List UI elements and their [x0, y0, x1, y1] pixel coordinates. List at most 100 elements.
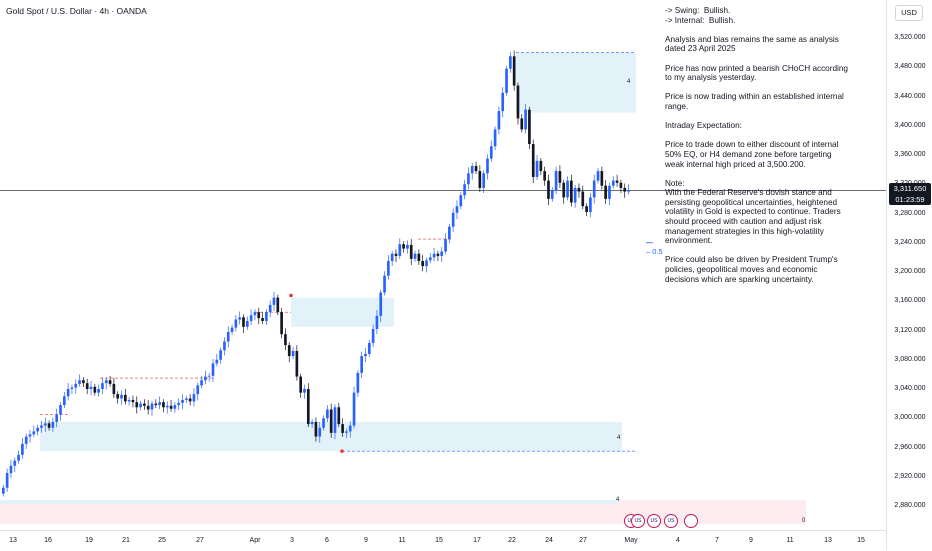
candle-body: [135, 402, 139, 408]
price-tick-label: 3,520.000: [894, 34, 926, 41]
candle-body: [550, 190, 554, 199]
candle-body: [516, 85, 520, 119]
candle-body: [284, 334, 287, 346]
candle-body: [459, 195, 463, 207]
candle-body: [329, 409, 333, 433]
candle-body: [592, 180, 596, 198]
time-tick-label: 27: [579, 537, 587, 544]
eq-value: 0.5: [652, 247, 663, 256]
us-flag-icon[interactable]: US: [664, 514, 678, 528]
candle-body: [287, 345, 291, 357]
candle-body: [2, 487, 5, 494]
candle-body: [581, 191, 585, 207]
us-flag-icon[interactable]: US: [631, 514, 645, 528]
candle-body: [5, 473, 9, 488]
candle-body: [276, 297, 280, 313]
price-tick-label: 3,360.000: [894, 151, 926, 158]
price-tick-label: 3,000.000: [894, 414, 926, 422]
price-tick-label: 3,120.000: [894, 326, 926, 334]
candle-body: [184, 398, 188, 400]
currency-button[interactable]: USD: [895, 5, 923, 21]
analysis-paragraph: Price to trade down to either discount o…: [665, 140, 841, 169]
analysis-paragraph: Note: With the Federal Reserve's dovish …: [665, 178, 841, 246]
price-chart[interactable]: [0, 0, 886, 530]
candle-body: [428, 257, 432, 261]
candle-body: [421, 261, 425, 267]
candle-body: [467, 173, 470, 185]
analysis-paragraph: Price has now printed a bearish CHoCH ac…: [665, 63, 851, 83]
price-tick-label: 3,240.000: [894, 238, 926, 246]
candle-body: [43, 423, 47, 426]
candle-body: [585, 206, 588, 213]
candle-body: [17, 454, 20, 461]
candle-body: [337, 407, 341, 425]
time-tick-label: 6: [325, 537, 329, 544]
zone-box: [291, 297, 394, 327]
candle-body: [528, 109, 531, 145]
candle-body: [101, 383, 104, 389]
candle-body: [539, 160, 543, 172]
candle-body: [383, 275, 386, 293]
us-flag-icon[interactable]: [684, 514, 698, 528]
candle-body: [375, 315, 379, 330]
candle-body: [150, 403, 154, 410]
candle-body: [104, 380, 108, 384]
candle-body: [608, 185, 611, 199]
last-price-value: 3,311.650: [893, 184, 927, 193]
time-axis[interactable]: 13 16 19 21 25 27 Apr 3 6 9 11 15 17 22 24 27 May 4 7 9 11 13…: [0, 530, 886, 551]
candle-body: [265, 312, 268, 321]
candle-body: [432, 253, 436, 258]
price-tick-label: 3,400.000: [894, 121, 926, 129]
candle-body: [36, 427, 39, 432]
time-tick-label: 22: [508, 537, 516, 544]
candle-body: [543, 171, 546, 181]
candle-body: [215, 359, 219, 364]
candle-body: [478, 171, 482, 188]
us-flag-icon[interactable]: US: [647, 514, 661, 528]
candle-body: [352, 392, 356, 426]
candle-body: [371, 329, 375, 343]
candle-body: [387, 261, 390, 276]
analysis-paragraph: -> Swing: Bullish. -> Internal: Bullish.: [665, 6, 736, 25]
time-tick-label: 9: [749, 537, 753, 544]
candle-body: [268, 304, 272, 313]
candle-body: [326, 409, 329, 419]
candle-body: [535, 160, 539, 177]
candle-body: [379, 292, 383, 316]
candle-body: [93, 386, 97, 393]
candle-body: [120, 394, 123, 399]
candle-body: [486, 158, 489, 174]
candle-body: [360, 356, 364, 373]
candle-body: [13, 460, 17, 466]
candle-body: [345, 431, 348, 433]
candle-body: [9, 465, 13, 474]
candle-body: [55, 414, 59, 422]
candle-body: [74, 383, 78, 388]
chart-title: Gold Spot / U.S. Dollar · 4h · OANDA: [6, 6, 147, 16]
candle-body: [322, 418, 325, 428]
time-tick-label: 13: [9, 537, 17, 544]
candle-body: [455, 206, 459, 213]
candle-body: [509, 56, 512, 69]
zone-label: 4: [616, 497, 620, 503]
time-tick-label: 4: [676, 537, 680, 544]
candle-body: [188, 398, 192, 402]
candle-body: [196, 385, 200, 395]
candle-body: [501, 92, 505, 112]
candle-body: [474, 165, 478, 172]
countdown-timer: 01:23:59: [895, 195, 925, 204]
time-tick-label: 13: [824, 537, 832, 544]
candle-body: [272, 297, 276, 305]
candle-body: [611, 180, 615, 186]
candle-body: [306, 389, 310, 425]
candle-body: [524, 109, 527, 130]
price-axis[interactable]: 2,880.000 2,920.000 2,960.000 3,000.000 3,04…: [886, 0, 932, 550]
price-tick-label: 3,440.000: [894, 92, 926, 100]
candle-body: [47, 423, 51, 428]
candle-body: [173, 405, 177, 409]
candle-body: [402, 244, 405, 249]
time-tick-label: 9: [364, 537, 368, 544]
candle-body: [169, 405, 173, 409]
candle-body: [21, 443, 24, 455]
